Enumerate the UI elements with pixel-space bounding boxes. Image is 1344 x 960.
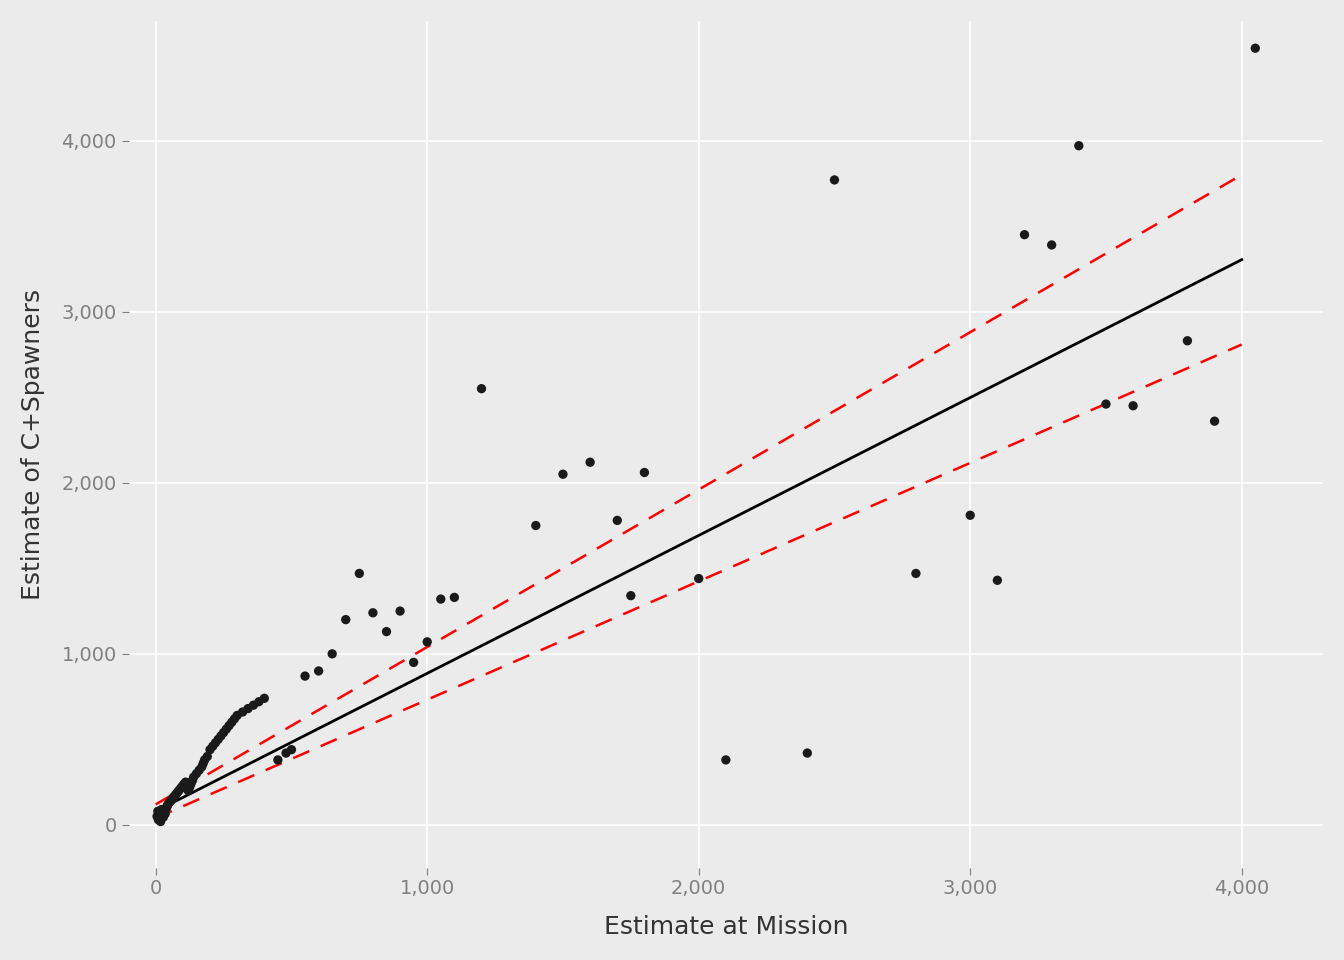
Point xyxy=(960,508,981,523)
Point xyxy=(633,465,655,480)
Point xyxy=(180,777,202,792)
Point xyxy=(238,701,259,716)
Point xyxy=(223,711,245,727)
Point xyxy=(403,655,425,670)
Point xyxy=(185,766,207,781)
Point xyxy=(620,588,641,603)
Point xyxy=(148,812,169,828)
Point xyxy=(183,769,204,784)
Point xyxy=(148,807,169,823)
Point xyxy=(1245,40,1266,56)
Point xyxy=(151,802,172,817)
Point xyxy=(161,792,183,807)
Point xyxy=(164,788,185,804)
Point xyxy=(1068,138,1090,154)
Point xyxy=(276,745,297,760)
Point xyxy=(207,732,228,747)
Point xyxy=(155,806,176,822)
Point xyxy=(153,809,175,825)
Point xyxy=(156,799,177,814)
Point xyxy=(579,454,601,469)
Point xyxy=(552,467,574,482)
Point xyxy=(175,775,196,790)
Point xyxy=(1040,237,1062,252)
Point xyxy=(321,646,343,661)
Point xyxy=(151,805,172,821)
Point xyxy=(173,777,195,792)
Point xyxy=(715,753,737,768)
Point xyxy=(192,756,214,771)
Y-axis label: Estimate of C+Spawners: Estimate of C+Spawners xyxy=(22,289,44,600)
Point xyxy=(249,694,270,709)
Point xyxy=(169,781,191,797)
Point xyxy=(470,381,492,396)
Point xyxy=(149,814,171,829)
Point xyxy=(417,635,438,650)
Point xyxy=(348,565,370,581)
Point xyxy=(688,571,710,587)
Point xyxy=(226,708,247,723)
Point xyxy=(905,565,926,581)
X-axis label: Estimate at Mission: Estimate at Mission xyxy=(603,915,848,939)
Point xyxy=(218,718,239,733)
Point xyxy=(152,807,173,823)
Point xyxy=(199,742,220,757)
Point xyxy=(308,663,329,679)
Point xyxy=(210,729,231,744)
Point xyxy=(172,778,194,793)
Point xyxy=(444,589,465,605)
Point xyxy=(159,795,180,810)
Point xyxy=(168,783,190,799)
Point xyxy=(196,749,218,764)
Point xyxy=(156,800,177,815)
Point xyxy=(177,783,199,799)
Point xyxy=(188,762,210,778)
Point xyxy=(294,668,316,684)
Point xyxy=(1122,398,1144,414)
Point xyxy=(146,808,168,824)
Point xyxy=(202,738,223,754)
Point xyxy=(204,735,226,751)
Point xyxy=(194,753,215,768)
Point xyxy=(281,742,302,757)
Point xyxy=(153,803,175,818)
Point xyxy=(191,759,212,775)
Point xyxy=(171,780,192,795)
Point xyxy=(165,786,187,802)
Point xyxy=(824,172,845,187)
Point xyxy=(220,714,242,730)
Point xyxy=(526,517,547,533)
Point xyxy=(163,790,184,805)
Point xyxy=(157,797,179,812)
Point xyxy=(179,780,200,795)
Point xyxy=(797,745,818,760)
Point xyxy=(1095,396,1117,412)
Point xyxy=(167,784,188,800)
Point xyxy=(149,810,171,826)
Point xyxy=(362,605,383,620)
Point xyxy=(376,624,398,639)
Point xyxy=(335,612,356,627)
Point xyxy=(390,604,411,619)
Point xyxy=(606,513,628,528)
Point xyxy=(212,725,234,740)
Point xyxy=(986,572,1008,588)
Point xyxy=(146,804,168,819)
Point xyxy=(254,690,276,706)
Point xyxy=(243,698,265,713)
Point xyxy=(1176,333,1198,348)
Point xyxy=(231,705,253,720)
Point xyxy=(430,591,452,607)
Point xyxy=(1013,227,1035,242)
Point xyxy=(160,793,181,808)
Point xyxy=(1204,414,1226,429)
Point xyxy=(267,753,289,768)
Point xyxy=(215,721,237,736)
Point xyxy=(181,773,203,788)
